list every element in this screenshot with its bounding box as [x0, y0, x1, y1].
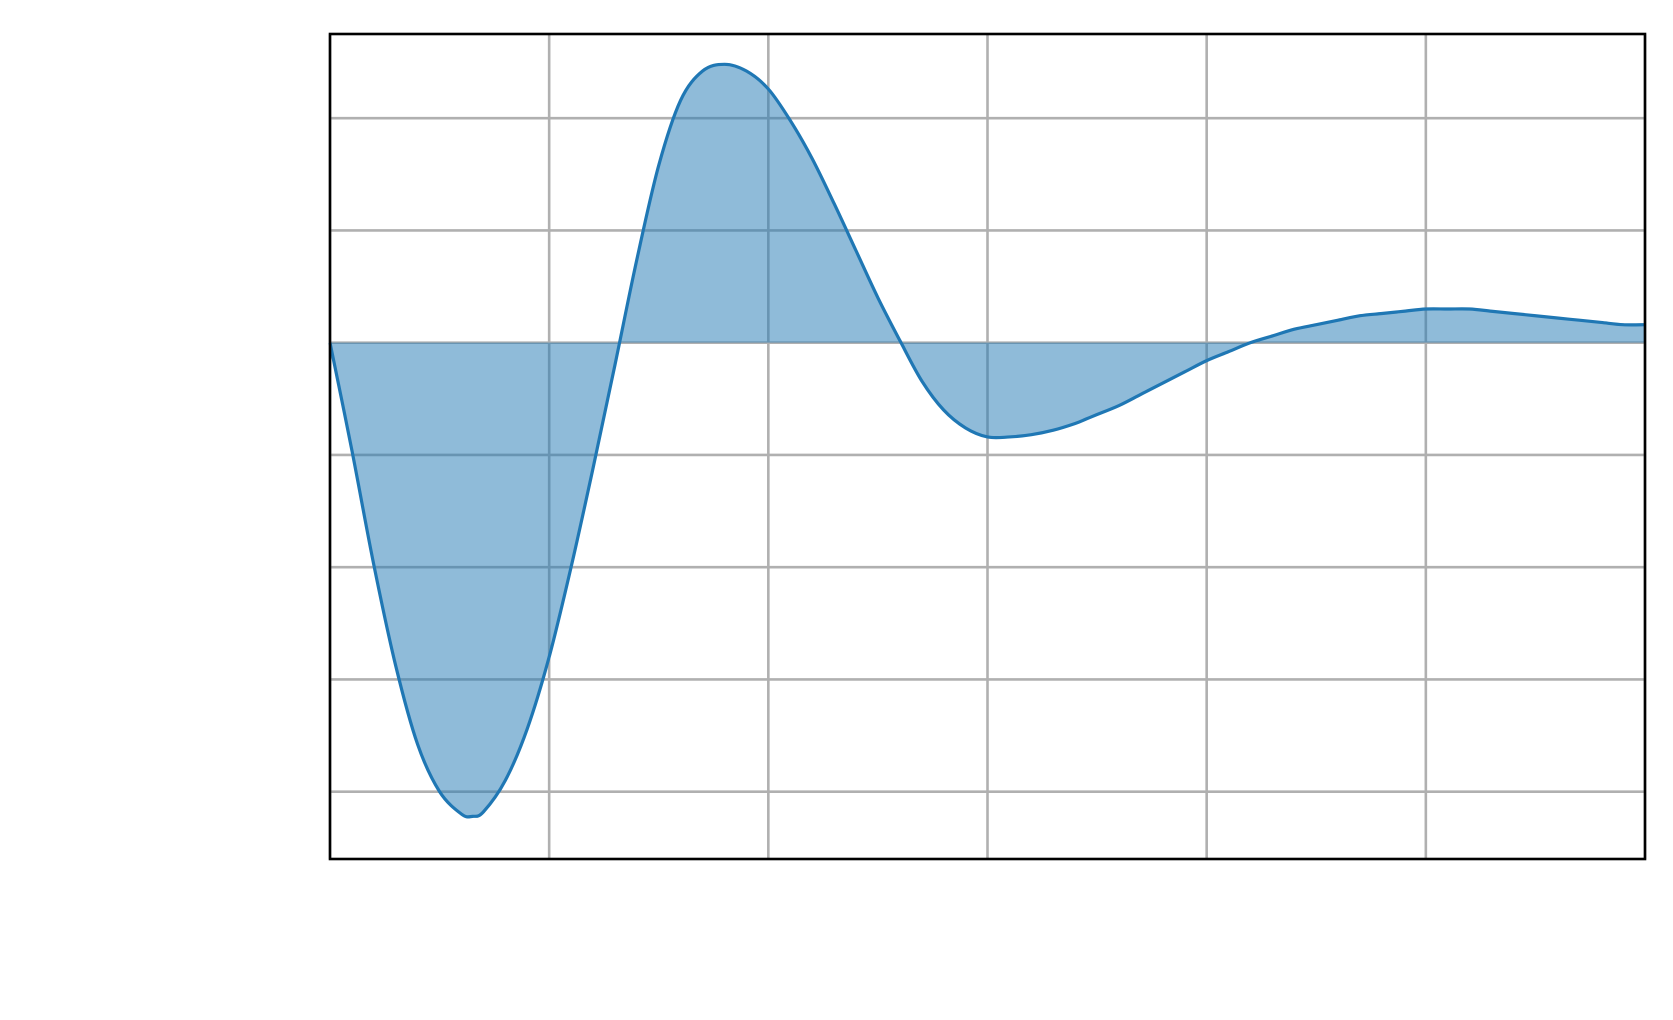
area-fill — [330, 64, 1645, 817]
plot-frame — [328, 32, 1647, 861]
series-lines — [328, 62, 1646, 819]
series-line — [328, 62, 1646, 819]
series-area — [330, 64, 1645, 817]
